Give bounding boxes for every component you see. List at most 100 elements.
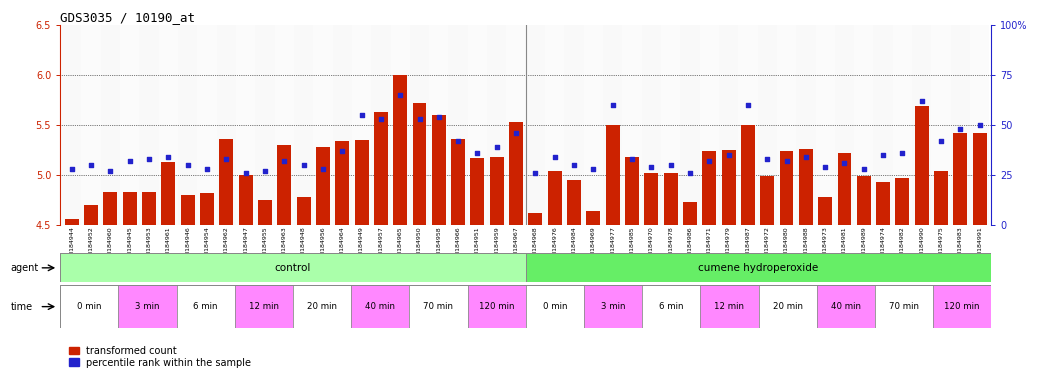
Bar	[200, 193, 214, 225]
Bar	[971, 25, 989, 225]
Point	[63, 166, 80, 172]
Bar	[893, 25, 912, 225]
Bar	[101, 25, 120, 225]
Bar	[567, 180, 581, 225]
Bar	[548, 171, 562, 225]
Bar	[625, 157, 639, 225]
Bar	[429, 25, 448, 225]
Bar	[313, 25, 332, 225]
Bar	[159, 25, 179, 225]
Bar	[912, 25, 931, 225]
Bar	[760, 176, 774, 225]
Bar	[876, 182, 890, 225]
Bar	[412, 103, 427, 225]
Point	[624, 156, 640, 162]
Text: control: control	[275, 263, 311, 273]
Bar	[142, 192, 156, 225]
Bar	[701, 285, 759, 328]
Bar	[490, 157, 503, 225]
Bar	[351, 285, 409, 328]
Point	[83, 162, 100, 168]
Bar	[796, 25, 816, 225]
Point	[682, 170, 699, 176]
Text: 6 min: 6 min	[659, 302, 683, 311]
Text: 3 min: 3 min	[135, 302, 160, 311]
Bar	[120, 25, 139, 225]
Text: 6 min: 6 min	[193, 302, 218, 311]
Bar	[931, 25, 951, 225]
Bar	[118, 285, 176, 328]
Bar	[335, 141, 349, 225]
Bar	[84, 205, 98, 225]
Bar	[663, 173, 678, 225]
Bar	[875, 285, 933, 328]
Text: 0 min: 0 min	[543, 302, 567, 311]
Bar	[275, 25, 294, 225]
Point	[585, 166, 602, 172]
Bar	[934, 171, 948, 225]
Point	[797, 154, 814, 160]
Bar	[393, 75, 407, 225]
Bar	[507, 25, 526, 225]
Point	[449, 138, 466, 144]
Bar	[565, 25, 583, 225]
Point	[276, 158, 293, 164]
Point	[489, 144, 506, 150]
Bar	[914, 106, 929, 225]
Point	[508, 130, 524, 136]
Bar	[799, 149, 813, 225]
Bar	[235, 285, 293, 328]
Point	[373, 116, 389, 122]
Bar	[374, 112, 388, 225]
Point	[952, 126, 968, 132]
Bar	[487, 25, 507, 225]
Text: 3 min: 3 min	[601, 302, 625, 311]
Bar	[176, 285, 235, 328]
Point	[256, 168, 273, 174]
Bar	[683, 202, 696, 225]
Bar	[933, 285, 991, 328]
Bar	[528, 213, 543, 225]
Bar	[525, 25, 545, 225]
Point	[102, 168, 118, 174]
Bar	[525, 253, 991, 282]
Point	[141, 156, 158, 162]
Bar	[854, 25, 873, 225]
Point	[238, 170, 254, 176]
Bar	[410, 25, 429, 225]
Point	[604, 102, 621, 108]
Bar	[741, 125, 755, 225]
Bar	[643, 285, 701, 328]
Bar	[432, 115, 445, 225]
Bar	[352, 25, 372, 225]
Bar	[181, 195, 195, 225]
Bar	[197, 25, 217, 225]
Point	[759, 156, 775, 162]
Point	[894, 150, 910, 156]
Bar	[452, 139, 465, 225]
Text: 40 min: 40 min	[365, 302, 395, 311]
Point	[431, 114, 447, 120]
Point	[160, 154, 176, 160]
Bar	[255, 25, 275, 225]
Bar	[680, 25, 700, 225]
Point	[121, 158, 138, 164]
Bar	[838, 153, 851, 225]
Text: 20 min: 20 min	[772, 302, 802, 311]
Bar	[525, 285, 584, 328]
Bar	[545, 25, 565, 225]
Point	[295, 162, 311, 168]
Point	[817, 164, 834, 170]
Bar	[219, 139, 234, 225]
Bar	[856, 176, 871, 225]
Bar	[294, 25, 313, 225]
Legend: transformed count, percentile rank within the sample: transformed count, percentile rank withi…	[65, 342, 255, 371]
Text: 70 min: 70 min	[424, 302, 454, 311]
Bar	[217, 25, 236, 225]
Bar	[297, 197, 310, 225]
Bar	[468, 25, 487, 225]
Text: 20 min: 20 min	[307, 302, 337, 311]
Bar	[470, 158, 485, 225]
Bar	[139, 25, 159, 225]
Bar	[896, 178, 909, 225]
